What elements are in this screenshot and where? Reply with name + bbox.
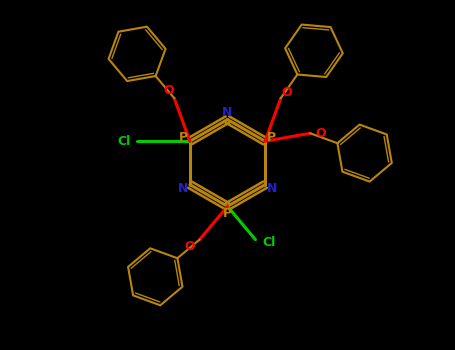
Text: O: O (185, 240, 195, 253)
Text: P: P (223, 207, 232, 220)
Text: P: P (179, 131, 188, 144)
Text: Cl: Cl (117, 135, 130, 148)
Text: O: O (163, 84, 173, 97)
Text: Cl: Cl (262, 236, 275, 248)
Text: O: O (282, 86, 292, 99)
Text: P: P (267, 131, 276, 144)
Text: N: N (222, 106, 233, 119)
Text: N: N (178, 182, 188, 195)
Text: N: N (267, 182, 277, 195)
Text: O: O (316, 127, 326, 140)
